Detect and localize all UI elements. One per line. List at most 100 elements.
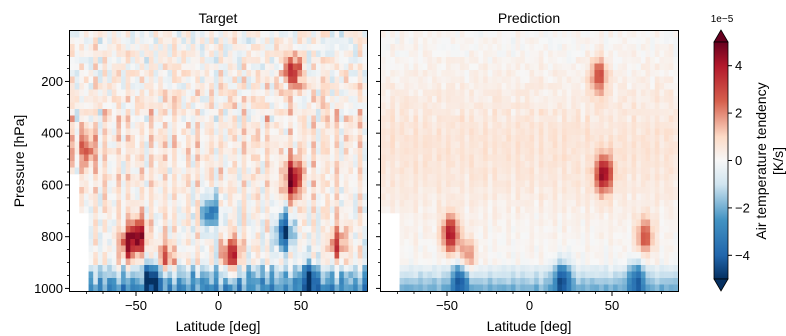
heatmap-cell [589,70,595,77]
heatmap-cell [88,141,94,149]
heatmap-cell [492,148,498,155]
heatmap-cell [292,148,298,155]
heatmap-cell [571,200,577,207]
heatmap-cell [673,122,679,129]
heatmap-cell [153,102,159,110]
heatmap-cell [148,122,154,129]
heatmap-cell [223,226,229,233]
heatmap-cell [260,135,266,142]
heatmap-cell [144,63,150,71]
heatmap-cell [483,102,489,110]
heatmap-cell [223,89,229,97]
heatmap-cell [70,89,75,97]
heatmap-cell [320,200,326,207]
heatmap-cell [320,135,326,142]
heatmap-cell [74,89,80,97]
heatmap-cell [288,135,294,142]
heatmap-cell [631,219,637,227]
heatmap-cell [353,187,359,194]
heatmap-cell [543,44,549,51]
heatmap-cell [422,37,428,45]
heatmap-cell [255,167,261,175]
heatmap-cell [399,174,405,181]
heatmap-cell [329,193,335,201]
heatmap-cell [348,135,354,142]
heatmap-cell [195,284,201,292]
heatmap-cell [111,161,117,168]
heatmap-cell [673,57,679,64]
heatmap-cell [594,265,600,272]
heatmap-cell [195,161,201,168]
heatmap-cell [413,258,419,266]
heatmap-cell [469,200,475,207]
heatmap-cell [664,76,670,84]
heatmap-cell [538,83,544,90]
heatmap-cell [111,174,117,181]
heatmap-cell [571,102,577,110]
heatmap-cell [510,226,516,233]
heatmap-cell [529,31,535,38]
heatmap-cell [199,37,205,45]
heatmap-cell [343,180,349,188]
heatmap-cell [552,167,558,175]
heatmap-cell [362,278,368,285]
heatmap-cell [548,154,553,162]
heatmap-cell [353,219,359,227]
heatmap-cell [130,232,136,240]
heatmap-cell [278,161,284,168]
heatmap-cell [274,271,280,279]
heatmap-cell [515,109,521,116]
heatmap-cell [464,122,470,129]
heatmap-cell [297,83,303,90]
heatmap-cell [246,258,252,266]
heatmap-cell [534,278,540,285]
heatmap-cell [79,148,85,155]
heatmap-cell [394,141,400,149]
heatmap-cell [204,50,210,58]
heatmap-cell [636,180,642,188]
heatmap-cell [302,135,307,142]
heatmap-cell [102,206,108,214]
heatmap-cell [153,174,159,181]
heatmap-cell [121,226,126,233]
heatmap-cell [566,252,572,259]
heatmap-cell [199,76,205,84]
heatmap-cell [278,70,284,77]
heatmap-cell [311,187,317,194]
heatmap-cell [673,167,679,175]
heatmap-cell [237,278,242,285]
heatmap-cell [664,50,670,58]
heatmap-cell [636,278,642,285]
heatmap-cell [673,44,679,51]
heatmap-cell [70,109,75,116]
heatmap-cell [668,200,674,207]
heatmap-cell [548,63,553,71]
heatmap-cell [608,271,614,279]
heatmap-cell [339,271,345,279]
heatmap-cell [209,102,215,110]
heatmap-cell [585,193,591,201]
heatmap-cell [538,206,544,214]
heatmap-cell [329,239,335,246]
heatmap-cell [585,271,591,279]
heatmap-cell [209,180,215,188]
heatmap-cell [659,174,665,181]
heatmap-cell [538,63,544,71]
heatmap-cell [640,167,646,175]
heatmap-cell [469,148,475,155]
heatmap-cell [566,37,572,45]
heatmap-cell [246,83,252,90]
heatmap-cell [571,167,577,175]
heatmap-cell [139,213,145,220]
heatmap-cell [297,245,303,253]
heatmap-cell [501,245,507,253]
heatmap-cell [121,271,126,279]
heatmap-cell [74,161,80,168]
heatmap-cell [515,96,521,103]
heatmap-cell [455,83,461,90]
heatmap-cell [74,109,80,116]
heatmap-cell [148,109,154,116]
heatmap-cell [659,122,665,129]
heatmap-cell [631,174,637,181]
heatmap-cell [148,258,154,266]
